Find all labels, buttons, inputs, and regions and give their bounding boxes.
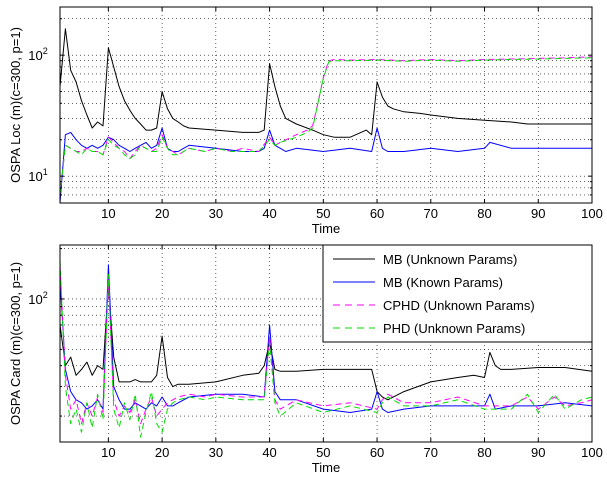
series-lines-card [59,260,593,438]
y-tick-label: 102 [28,290,47,307]
x-tick-label: 60 [370,206,384,221]
series-line-1 [59,127,592,204]
x-tick-label: 60 [370,445,384,460]
legend-box [322,244,593,343]
x-tick-label: 80 [477,445,491,460]
x-tick-label: 50 [316,445,330,460]
series-line-0 [59,285,593,401]
legend-label: MB (Known Params) [383,275,503,290]
y-axis-label-card: OSPA Card (m)(c=300, p=1) [8,262,23,425]
x-tick-label: 70 [424,445,438,460]
series-line-0 [59,28,592,138]
ticks-loc: 10 20 30 40 50 60 70 80 90 100 101 102 [28,7,603,221]
x-axis-label-card: Time [312,460,340,475]
x-tick-label: 40 [262,445,276,460]
x-tick-label: 30 [209,445,223,460]
x-tick-label: 30 [209,206,223,221]
x-tick-label: 70 [424,206,438,221]
x-tick-label: 10 [101,445,115,460]
legend-label: CPHD (Unknown Params) [383,298,535,313]
series-line-2 [59,56,593,195]
legend-label: MB (Unknown Params) [383,252,517,267]
x-tick-label: 50 [316,206,330,221]
legend: MB (Unknown Params) MB (Known Params) CPHD… [322,244,593,343]
x-tick-label: 100 [581,206,603,221]
y-axis-label-loc: OSPA Loc (m)(c=300, p=1) [8,27,23,183]
chart-ospa-loc: 10 20 30 40 50 60 70 80 90 100 101 102 Time OSPA Lo… [8,6,603,236]
x-tick-label: 10 [101,206,115,221]
x-tick-label: 40 [262,206,276,221]
x-tick-label: 20 [155,445,169,460]
legend-label: PHD (Unknown Params) [383,321,525,336]
chart-ospa-card: 10 20 30 40 50 60 70 80 90 100 102 Time OSPA Card … [8,244,603,475]
x-tick-label: 90 [531,206,545,221]
y-tick-label: 101 [28,167,47,184]
series-line-3 [59,260,593,438]
series-lines-loc [59,28,593,204]
plot-frame-loc [59,6,593,204]
grid-loc [60,7,592,203]
y-tick-label: 102 [28,46,47,63]
x-tick-label: 90 [531,445,545,460]
x-axis-label-loc: Time [312,221,340,236]
x-tick-label: 20 [155,206,169,221]
plot-area-loc [60,7,592,203]
x-tick-label: 80 [477,206,491,221]
x-tick-label: 100 [581,445,603,460]
